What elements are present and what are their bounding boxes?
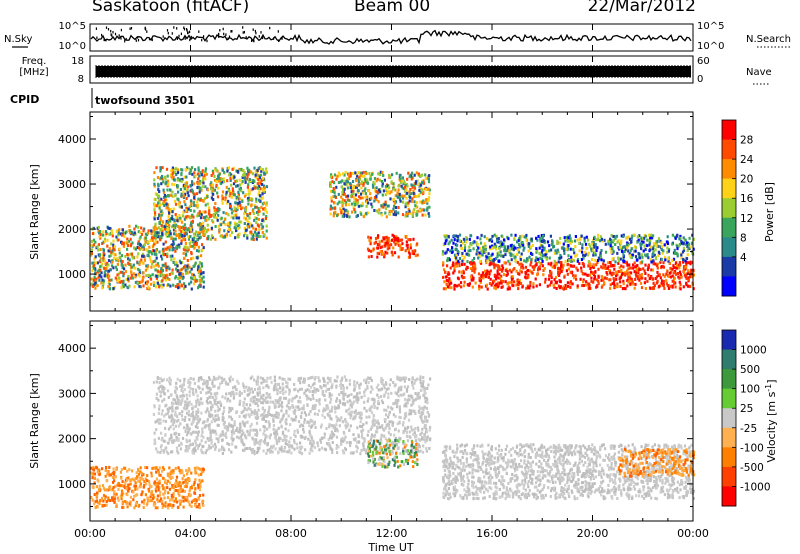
colorbar-segment [722,276,736,297]
nave-label: Nave [746,67,772,78]
colorbar-segment [722,139,736,160]
beam-title: Beam 00 [354,0,431,16]
power-colorbar: 28 24 20 16 12 8 4 [721,119,754,297]
cpid-value: twofsound 3501 [95,94,195,107]
colorbar-tick-label: -25 [740,423,757,435]
freq-tick-top: 18 [71,56,84,67]
y-tick-label: 4000 [58,133,86,146]
colorbar-tick-label: 16 [740,193,754,205]
nsky-tick-top: 10^5 [59,21,86,32]
x-tick-label: 00:00 [74,527,106,540]
colorbar-segment [722,217,736,238]
nave-tick-top: 60 [697,56,710,67]
power-scatter [90,166,695,291]
colorbar-segment [722,330,736,351]
x-axis-label: Time UT [367,541,413,554]
colorbar-segment [722,198,736,219]
power-y-label: Slant Range [km] [28,164,41,260]
nave-tick-bottom: 0 [697,74,703,85]
colorbar-tick-label: -100 [740,442,764,454]
colorbar-tick-label: 24 [740,154,754,166]
y-tick-label: 4000 [58,342,86,355]
station-title: Saskatoon (fitACF) [92,0,250,16]
velocity-y-axis: 1000 2000 3000 4000 [58,325,693,508]
colorbar-tick-label: 4 [740,252,747,264]
nsearch-label: N.Search [746,34,791,45]
colorbar-segment [722,388,736,409]
velocity-y-label: Slant Range [km] [28,373,41,469]
colorbar-segment [722,178,736,199]
y-tick-label: 3000 [58,387,86,400]
nsky-tick-bottom: 10^0 [59,41,86,52]
colorbar-segment [722,447,736,468]
freq-unit-label: [MHz] [19,67,48,78]
colorbar-segment [722,256,736,277]
colorbar-segment [722,408,736,429]
colorbar-tick-label: 8 [740,232,747,244]
colorbar-segment [722,427,736,448]
colorbar-segment [722,120,736,141]
y-tick-label: 2000 [58,223,86,236]
velocity-colorbar: 1000 500 100 25 -25 -100 -500 -1000 [721,329,771,507]
freq-tick-bottom: 8 [78,74,84,85]
x-tick-label: 20:00 [577,527,609,540]
nsky-trace [90,26,692,45]
freq-label: Freq. [22,56,47,67]
power-colorbar-label: Power [dB] [763,182,776,242]
colorbar-tick-label: 12 [740,213,753,225]
x-tick-label: 08:00 [275,527,307,540]
x-tick-label: 04:00 [175,527,207,540]
velocity-scatter [90,375,696,510]
colorbar-tick-label: 1000 [740,345,767,357]
nsearch-tick-bottom: 10^0 [697,41,724,52]
nsearch-tick-top: 10^5 [697,21,724,32]
colorbar-segment [722,369,736,390]
freq-trace-texture [95,65,691,78]
colorbar-segment [722,349,736,370]
x-tick-label: 00:00 [677,527,709,540]
colorbar-tick-label: -1000 [740,481,771,493]
colorbar-segment [722,159,736,180]
colorbar-tick-label: 100 [740,384,760,396]
y-tick-label: 2000 [58,433,86,446]
power-y-axis: 1000 2000 3000 4000 [58,116,693,298]
colorbar-tick-label: 20 [740,174,753,186]
colorbar-tick-label: 28 [740,135,753,147]
y-tick-label: 1000 [58,268,86,281]
time-axis: 00:00 04:00 08:00 12:00 16:00 20:00 00:00 [74,24,709,540]
y-tick-label: 1000 [58,478,86,491]
nsky-label: N.Sky [4,34,32,45]
x-tick-label: 12:00 [376,527,408,540]
cpid-label: CPID [10,93,39,106]
colorbar-tick-label: 25 [740,403,753,415]
colorbar-tick-label: 500 [740,364,760,376]
colorbar-segment [722,237,736,258]
colorbar-segment [722,466,736,487]
colorbar-tick-label: -500 [740,462,764,474]
x-tick-label: 16:00 [476,527,508,540]
colorbar-segment [722,486,736,507]
velocity-colorbar-label: Velocity [m s-1] [764,379,778,462]
date-title: 22/Mar/2012 [587,0,696,16]
y-tick-label: 3000 [58,178,86,191]
